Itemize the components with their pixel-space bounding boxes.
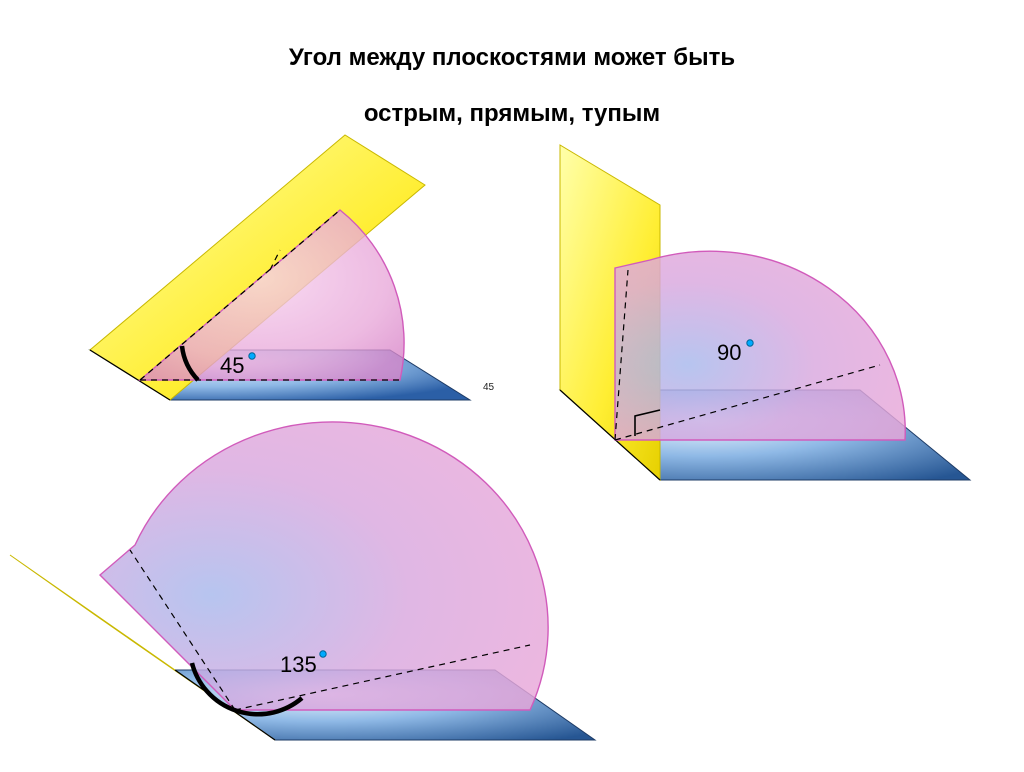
diagrams-svg: 45 45 90 135: [0, 70, 1024, 767]
figure-obtuse: 135: [10, 422, 595, 740]
small-45-label: 45: [483, 382, 495, 393]
obtuse-degree-icon: [320, 651, 326, 657]
figure-acute: 45: [90, 135, 470, 400]
diagram-stage: 45 45 90 135: [0, 70, 1024, 767]
obtuse-pink-sector: [100, 422, 548, 710]
right-pink-sector: [615, 251, 905, 440]
figure-right: 90: [560, 145, 970, 480]
right-angle-label: 90: [717, 340, 741, 365]
right-degree-icon: [747, 340, 753, 346]
acute-degree-icon: [249, 353, 255, 359]
obtuse-angle-label: 135: [280, 652, 317, 677]
acute-angle-label: 45: [220, 353, 244, 378]
title-line-1: Угол между плоскостями может быть: [0, 44, 1024, 72]
